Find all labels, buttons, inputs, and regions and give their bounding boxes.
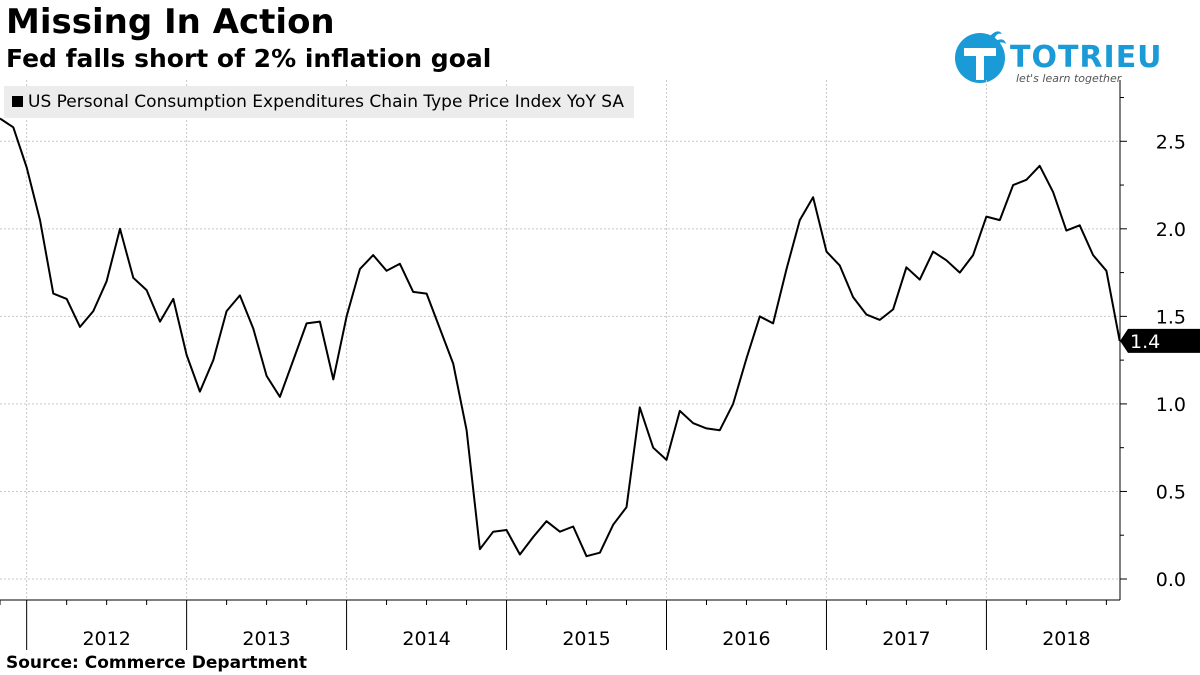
- chart-title: Missing In Action: [6, 2, 335, 42]
- legend: US Personal Consumption Expenditures Cha…: [4, 86, 634, 118]
- legend-swatch: [12, 96, 23, 107]
- y-tick-label: 2.0: [1156, 219, 1186, 241]
- x-tick-label: 2015: [562, 628, 610, 650]
- y-tick-label: 0.0: [1156, 569, 1186, 591]
- y-tick-label: 1.0: [1156, 394, 1186, 416]
- logo-text: TOTRIEU: [1010, 40, 1163, 75]
- last-value-label: 1.4: [1130, 331, 1160, 353]
- legend-label: US Personal Consumption Expenditures Cha…: [28, 92, 624, 112]
- y-tick-label: 2.5: [1156, 131, 1186, 153]
- x-tick-label: 2012: [82, 628, 130, 650]
- x-tick-label: 2016: [722, 628, 770, 650]
- chart-subtitle: Fed falls short of 2% inflation goal: [6, 44, 492, 73]
- x-tick-label: 2017: [882, 628, 930, 650]
- logo-icon: [955, 31, 1006, 83]
- x-tick-label: 2014: [402, 628, 450, 650]
- y-tick-label: 0.5: [1156, 481, 1186, 503]
- x-tick-label: 2018: [1042, 628, 1090, 650]
- series-line: [0, 117, 1121, 558]
- y-tick-label: 1.5: [1156, 306, 1186, 328]
- source-note: Source: Commerce Department: [6, 653, 308, 673]
- logo-tagline: let's learn together: [1016, 72, 1122, 85]
- x-tick-label: 2013: [242, 628, 290, 650]
- last-value-marker: [1120, 328, 1200, 353]
